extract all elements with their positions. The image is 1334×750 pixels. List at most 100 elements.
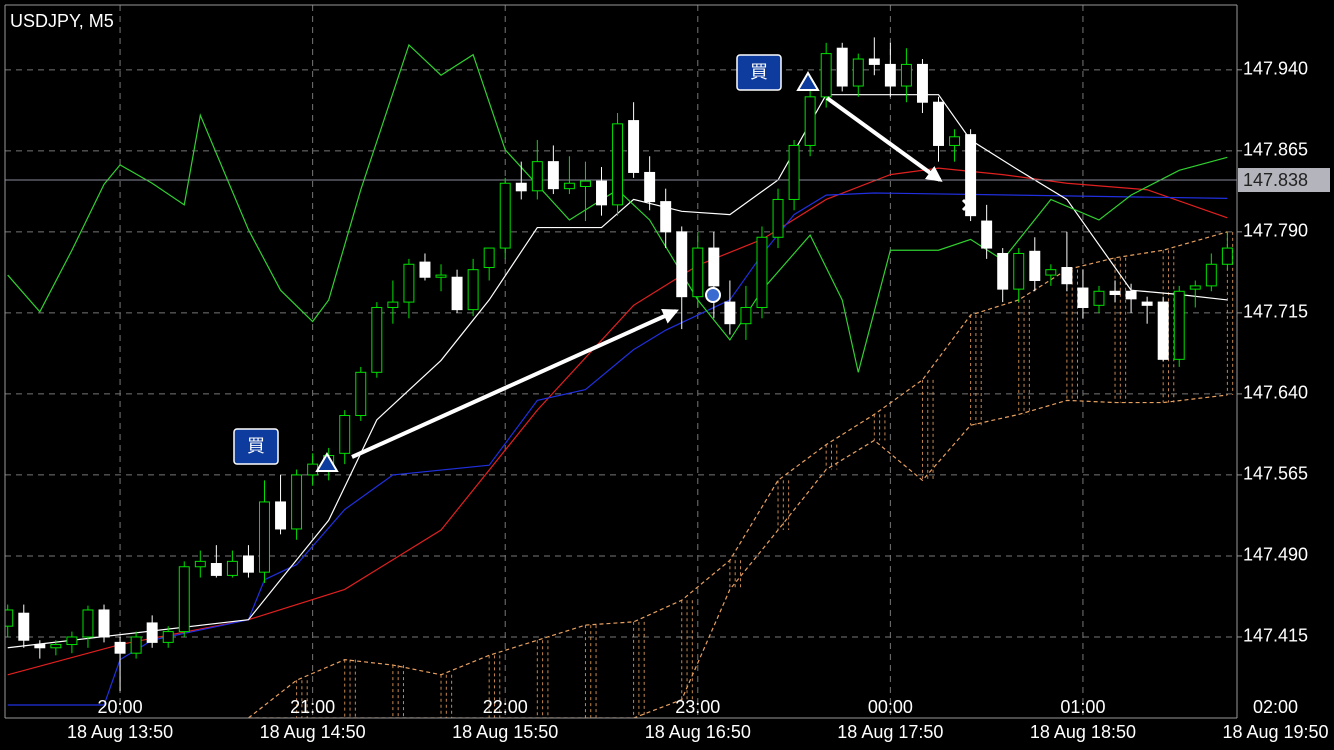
candle-body [884, 63, 896, 87]
x2-tick-label: 18 Aug 13:50 [67, 722, 173, 742]
x2-tick-label: 18 Aug 17:50 [837, 722, 943, 742]
candle-body [162, 631, 174, 643]
y-tick-label: 147.790 [1243, 221, 1308, 241]
y-tick-label: 147.865 [1243, 140, 1308, 160]
candle-body [547, 161, 559, 190]
candle-body [210, 563, 222, 576]
candle-body [355, 371, 367, 417]
x-tick-label: 02:00 [1253, 697, 1298, 717]
x-tick-label: 20:00 [98, 697, 143, 717]
x-tick-label: 01:00 [1060, 697, 1105, 717]
candle-body [1221, 247, 1233, 265]
candle-body [692, 247, 704, 298]
x2-tick-label: 18 Aug 18:50 [1030, 722, 1136, 742]
candle-body [612, 123, 624, 206]
candle-body [66, 636, 78, 646]
candle-body [483, 247, 495, 269]
candle-body [419, 261, 431, 278]
candle-body [451, 276, 463, 311]
x-tick-label: 00:00 [868, 697, 913, 717]
candle-body [933, 101, 944, 146]
candle-body [965, 134, 977, 217]
candle-body [371, 306, 383, 373]
x-tick-label: 23:00 [675, 697, 720, 717]
candle-body [1029, 250, 1041, 281]
candle-body [772, 198, 784, 238]
candle-body [981, 220, 993, 249]
candle-body [499, 182, 511, 249]
arrow [351, 308, 679, 459]
candle-body [1077, 287, 1089, 308]
x2-tick-label: 18 Aug 15:50 [452, 722, 558, 742]
x2-tick-label: 18 Aug 16:50 [645, 722, 751, 742]
candle-body [275, 501, 287, 530]
candle-body [836, 47, 848, 87]
exit-marker [705, 287, 721, 303]
candle-body [307, 463, 319, 476]
candle-body [18, 612, 30, 641]
candle-body [756, 236, 768, 308]
candle-body [515, 182, 527, 192]
indicator-line [7, 167, 1228, 676]
chart-title: USDJPY, M5 [10, 11, 114, 31]
candle-body [114, 641, 126, 654]
candle-body [708, 247, 720, 287]
candle-body [1205, 263, 1217, 287]
candle-body [596, 180, 607, 206]
candle-body [1157, 301, 1169, 360]
y-tick-label: 147.715 [1243, 302, 1308, 322]
candle-body [949, 136, 961, 146]
candle-body [1173, 290, 1185, 360]
candle-body [579, 180, 591, 187]
buy-badge [233, 428, 279, 465]
candle-body [5, 609, 14, 627]
candle-body [997, 252, 1009, 290]
x-tick-label: 22:00 [483, 697, 528, 717]
candle-body [387, 301, 399, 308]
indicator-line [7, 94, 1228, 649]
cloud-edge [248, 394, 1228, 718]
y-tick-label: 147.565 [1243, 464, 1308, 484]
y-tick-label: 147.640 [1243, 383, 1308, 403]
candle-body [820, 53, 832, 98]
plot-area [5, 37, 1237, 718]
candle-body [1045, 269, 1057, 276]
candle-body [1061, 267, 1073, 285]
candle-body [1093, 290, 1105, 306]
candle-body [291, 474, 303, 530]
candle-body [242, 555, 254, 573]
y-tick-label: 147.490 [1243, 545, 1308, 565]
candle-body [531, 161, 543, 192]
candle-body [194, 560, 206, 568]
candle-body [226, 560, 238, 576]
candle-body [1189, 285, 1201, 290]
candle-body [740, 306, 752, 325]
candle-body [403, 263, 415, 303]
candle-body [178, 566, 190, 633]
x-tick-label: 21:00 [290, 697, 335, 717]
candle-body [804, 96, 816, 146]
y-tick-label: 147.415 [1243, 626, 1308, 646]
candle-body [916, 63, 928, 103]
candle-body [1013, 252, 1025, 290]
trade-annotations: 買 買 [233, 54, 975, 472]
arrow [825, 96, 943, 182]
current-price-label: 147.838 [1243, 170, 1308, 190]
candle-body [1109, 290, 1121, 296]
candle-body [900, 63, 912, 87]
candle-body [788, 144, 800, 200]
candle-body [852, 58, 864, 87]
x2-tick-label: 18 Aug 14:50 [260, 722, 366, 742]
candle-body [34, 644, 46, 649]
buy-label: 買 [247, 436, 265, 456]
candle-body [563, 182, 575, 190]
candle-body [50, 644, 62, 649]
candle-body [868, 58, 880, 65]
buy-entry-marker [315, 452, 339, 472]
candle-body [435, 274, 447, 278]
y-tick-label: 147.940 [1243, 59, 1308, 79]
candle-body [676, 231, 688, 298]
